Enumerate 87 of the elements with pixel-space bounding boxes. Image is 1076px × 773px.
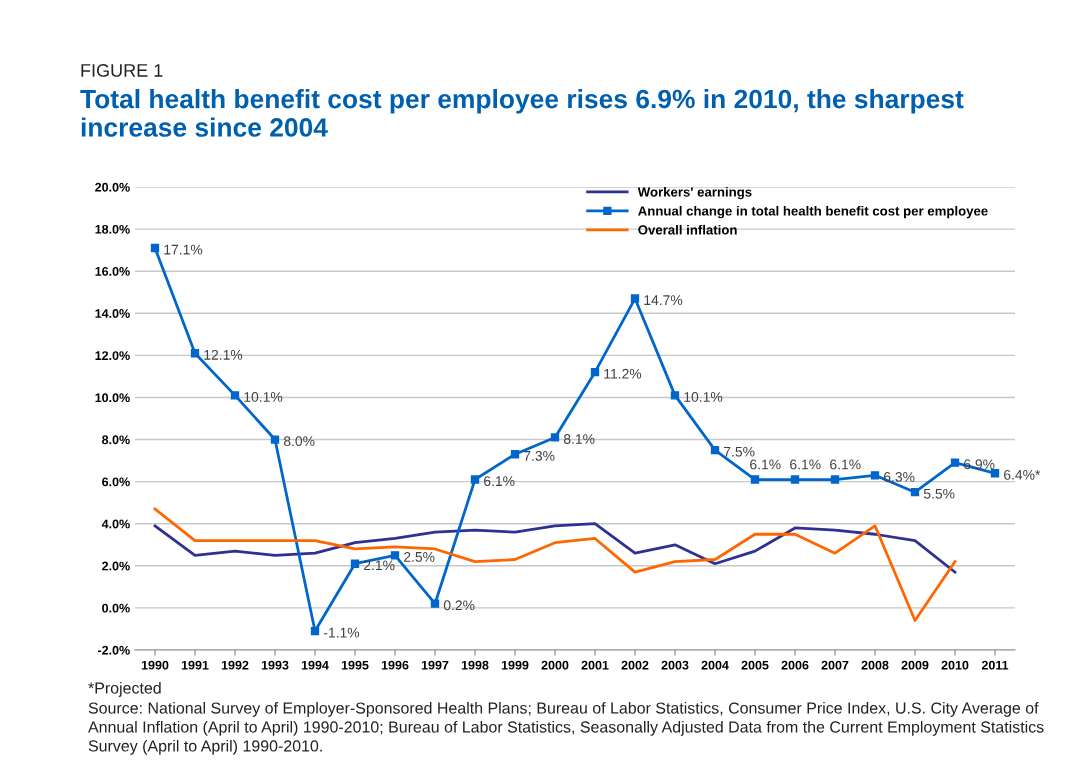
point <box>230 391 240 400</box>
data-label: 2.1% <box>364 560 395 571</box>
x-tick-label: 2002 <box>621 660 649 670</box>
x-tick-label: 2005 <box>741 660 769 670</box>
point <box>550 433 560 442</box>
point <box>390 551 400 560</box>
point <box>910 487 920 497</box>
data-label: -1.1% <box>323 627 360 638</box>
point <box>990 469 1000 478</box>
data-label: 7.3% <box>524 450 555 461</box>
x-tick-label: 2007 <box>821 660 849 670</box>
x-tick-label: 2003 <box>661 660 689 670</box>
y-tick-label: 20.0% <box>95 182 130 192</box>
point <box>790 475 800 484</box>
y-tick-label: 14.0% <box>95 309 130 318</box>
point <box>830 475 840 484</box>
x-tick-label: 1997 <box>421 660 449 670</box>
line-series <box>153 522 957 574</box>
text: *Projected <box>88 682 161 697</box>
point <box>750 475 760 484</box>
point <box>470 475 480 484</box>
data-label: 10.1% <box>684 392 723 402</box>
x-tick-label: 1995 <box>341 660 369 670</box>
data-label: 0.2% <box>443 600 475 611</box>
data-label: 6.3% <box>884 471 915 482</box>
y-tick-label: -2.0% <box>97 645 130 655</box>
point <box>670 391 680 400</box>
data-label: 2.5% <box>404 551 435 562</box>
x-tick-label: 1990 <box>141 660 169 670</box>
data-label: 8.0% <box>283 436 315 447</box>
source-note: Source: National Survey of Employer-Sponsored Health Plans; Bureau of Labor Statistics, Consumer Price Index, U.S. City Average of Annual Inflation (April to April) 1990-2010; Bureau of Labor Statistics, Seasonally Adjusted Data from the Current Employment Statistics Survey (April to April) 1990-2010. <box>88 702 1044 755</box>
data-label: 6.4%* <box>1004 469 1041 480</box>
x-tick-label: 2001 <box>581 660 609 670</box>
x-tick-label: 1992 <box>221 660 249 670</box>
x-tick-label: 1999 <box>501 660 529 670</box>
x-tick-label: 1991 <box>181 660 209 670</box>
x-tick-label: 1993 <box>261 660 289 670</box>
data-label: 6.1% <box>830 459 861 470</box>
data-label: 6.1% <box>790 459 821 470</box>
x-tick-label: 2009 <box>901 660 929 670</box>
x-tick-label: 2008 <box>861 660 889 670</box>
data-label: 6.1% <box>484 476 515 487</box>
point <box>350 559 360 568</box>
line-series <box>153 507 957 622</box>
point <box>190 349 200 358</box>
x-tick-label: 2010 <box>941 660 969 670</box>
legend-label: Annual change in total health benefit cost per employee <box>638 205 988 219</box>
legend-label: Workers' earnings <box>637 186 752 200</box>
point <box>590 368 600 377</box>
y-tick-label: 8.0% <box>102 435 130 445</box>
y-tick-label: 18.0% <box>95 224 130 234</box>
y-tick-label: 4.0% <box>101 519 130 529</box>
x-tick-label: 1998 <box>461 660 489 670</box>
data-label: 6.9% <box>964 459 995 470</box>
point <box>870 471 880 480</box>
point <box>310 626 320 636</box>
point <box>710 445 720 455</box>
y-tick-label: 10.0% <box>95 393 130 403</box>
chart-title: Total health benefit cost per employee rises 6.9% in 2010, the sharpest increase since 2004 <box>80 89 964 137</box>
data-label: 11.2% <box>604 368 642 379</box>
data-label: 10.1% <box>244 392 283 402</box>
legend-label: Overall inflation <box>638 224 737 235</box>
data-label: 5.5% <box>923 488 955 499</box>
point <box>430 599 440 608</box>
data-label: 8.1% <box>563 434 595 444</box>
point <box>630 294 640 303</box>
data-label: 6.1% <box>750 459 781 470</box>
data-label: 14.7% <box>644 295 683 305</box>
x-tick-label: 1994 <box>301 660 329 670</box>
y-tick-label: 16.0% <box>95 266 130 276</box>
x-tick-label: 2006 <box>781 660 809 670</box>
point <box>270 435 280 444</box>
y-tick-label: 2.0% <box>102 561 130 571</box>
data-label: 17.1% <box>164 244 203 255</box>
x-tick-label: 2011 <box>981 660 1009 670</box>
data-label: 7.5% <box>724 446 755 457</box>
y-tick-label: 0.0% <box>102 603 130 613</box>
point <box>510 450 520 459</box>
point <box>150 243 160 253</box>
x-tick-label: 2000 <box>541 660 569 670</box>
point <box>950 458 960 467</box>
chart-subtitle: FIGURE 1 <box>81 64 163 77</box>
y-tick-label: 12.0% <box>95 351 130 361</box>
y-tick-label: 6.0% <box>102 477 130 487</box>
x-tick-label: 1996 <box>381 660 409 670</box>
data-label: 12.1% <box>204 349 243 360</box>
x-tick-label: 2004 <box>701 660 729 670</box>
